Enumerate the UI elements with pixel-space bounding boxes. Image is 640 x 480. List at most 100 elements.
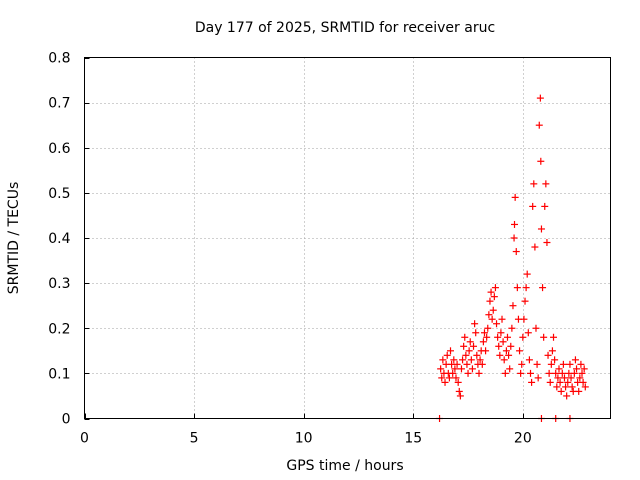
x-tick-label: 10 — [295, 431, 313, 447]
data-point — [472, 329, 480, 337]
data-point — [465, 347, 473, 355]
data-point — [459, 356, 467, 364]
data-point — [508, 324, 516, 332]
data-point — [567, 374, 575, 382]
data-point — [541, 202, 549, 210]
data-point — [543, 239, 551, 247]
data-point — [540, 333, 548, 341]
data-point — [500, 356, 508, 364]
data-point — [560, 374, 568, 382]
data-point — [534, 374, 542, 382]
chart-title: Day 177 of 2025, SRMTID for receiver aru… — [195, 20, 495, 36]
data-point — [544, 351, 552, 359]
data-point — [550, 333, 558, 341]
data-point — [496, 351, 504, 359]
data-point — [535, 121, 543, 129]
data-point — [533, 360, 541, 368]
data-point — [575, 387, 583, 395]
data-point — [576, 374, 584, 382]
data-point — [495, 342, 503, 350]
data-point — [542, 180, 550, 188]
data-point — [488, 315, 496, 323]
data-point — [571, 356, 579, 364]
data-point — [457, 365, 465, 373]
y-tick-label: 0.1 — [48, 366, 70, 382]
data-point — [439, 356, 447, 364]
data-point — [484, 324, 492, 332]
y-tick-label: 0.7 — [48, 96, 70, 112]
y-tick-label: 0.5 — [48, 186, 70, 202]
data-point — [438, 374, 446, 382]
data-point — [453, 360, 461, 368]
data-point — [467, 356, 475, 364]
data-point — [537, 157, 545, 165]
data-point — [475, 369, 483, 377]
data-point — [471, 320, 479, 328]
data-point — [486, 297, 494, 305]
data-point — [548, 347, 556, 355]
data-point — [537, 225, 545, 233]
y-tick-label: 0.3 — [48, 276, 70, 292]
data-point — [556, 378, 564, 386]
data-point — [558, 369, 566, 377]
data-point — [483, 333, 491, 341]
data-point — [581, 383, 589, 391]
data-point — [447, 347, 455, 355]
data-point — [554, 374, 562, 382]
data-point — [468, 365, 476, 373]
data-point — [517, 369, 525, 377]
data-point — [480, 329, 488, 337]
y-tick-label: 0.6 — [48, 141, 70, 157]
data-point — [497, 329, 505, 337]
data-point — [520, 315, 528, 323]
data-point — [551, 356, 559, 364]
grid — [84, 57, 611, 420]
x-tick-label: 20 — [514, 431, 532, 447]
y-tick-label: 0.8 — [48, 51, 70, 67]
data-point — [449, 369, 457, 377]
data-point — [473, 351, 481, 359]
data-point — [466, 338, 474, 346]
data-point — [511, 220, 519, 228]
data-point — [452, 374, 460, 382]
x-tick-label: 5 — [190, 431, 199, 447]
x-tick-label: 15 — [404, 431, 422, 447]
x-tick-label: 0 — [80, 431, 89, 447]
data-point — [478, 360, 486, 368]
data-points — [436, 94, 589, 422]
tick-labels: 0 5 10 15 20 0 0.1 0.2 0.3 0.4 0.5 0.6 0.7 0.8 — [48, 51, 532, 447]
data-point — [461, 333, 469, 341]
data-point — [509, 302, 517, 310]
data-point — [532, 324, 540, 332]
data-point — [529, 202, 537, 210]
data-point — [437, 365, 445, 373]
data-point — [536, 94, 544, 102]
data-point — [555, 365, 563, 373]
y-axis-title: SRMTID / TECUs — [6, 182, 22, 295]
data-point — [523, 270, 531, 278]
data-point — [450, 356, 458, 364]
data-point — [493, 320, 501, 328]
data-point — [524, 329, 532, 337]
data-point — [498, 315, 506, 323]
data-point — [503, 333, 511, 341]
data-point — [528, 378, 536, 386]
data-point — [518, 360, 526, 368]
data-point — [445, 374, 453, 382]
y-tick-label: 0.2 — [48, 321, 70, 337]
data-point — [579, 378, 587, 386]
data-point — [460, 342, 468, 350]
data-point — [506, 365, 514, 373]
data-point — [539, 284, 547, 292]
data-point — [512, 248, 520, 256]
data-point — [557, 387, 565, 395]
data-point — [552, 369, 560, 377]
data-point — [580, 365, 588, 373]
data-point — [462, 351, 470, 359]
data-point — [547, 360, 555, 368]
data-point — [510, 234, 518, 242]
data-point — [578, 369, 586, 377]
data-point — [577, 360, 585, 368]
x-axis-title: GPS time / hours — [286, 458, 403, 474]
data-point — [563, 392, 571, 400]
